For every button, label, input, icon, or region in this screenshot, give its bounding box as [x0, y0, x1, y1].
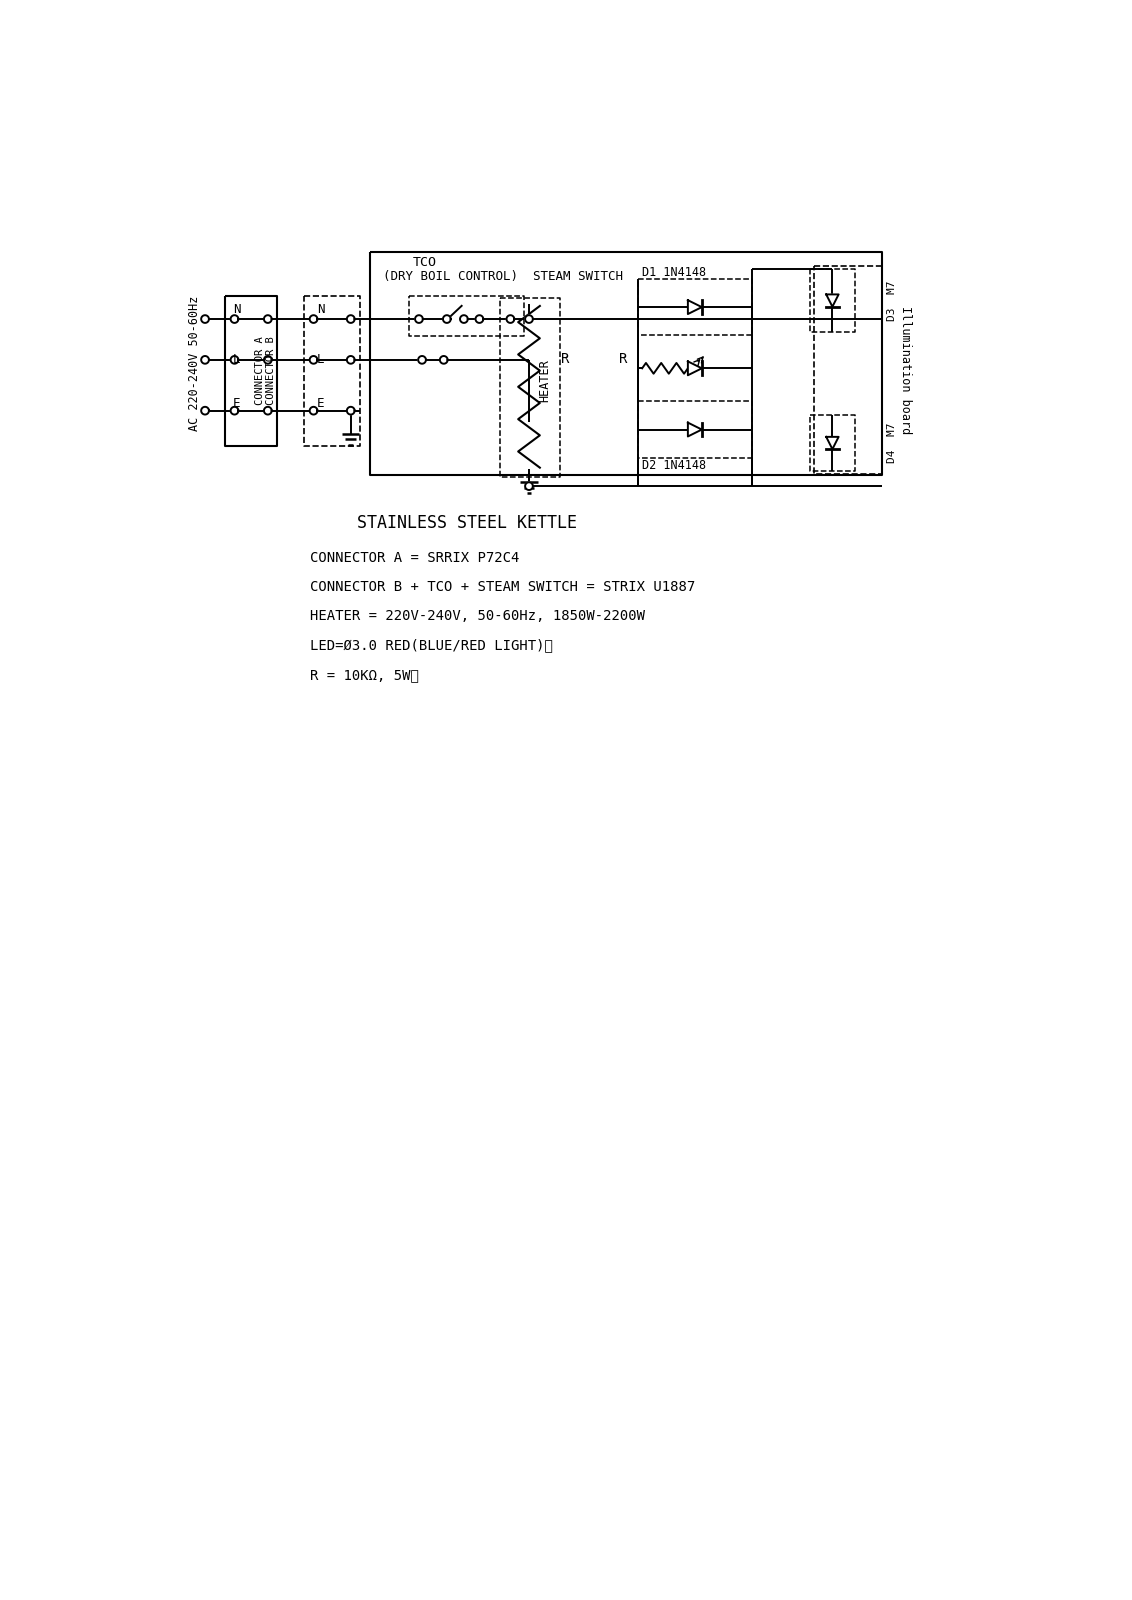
Text: L: L [233, 354, 241, 366]
Text: E: E [233, 397, 241, 410]
Polygon shape [201, 357, 209, 363]
Polygon shape [310, 315, 317, 323]
Polygon shape [346, 315, 354, 323]
Polygon shape [201, 406, 209, 414]
Polygon shape [346, 357, 354, 363]
Polygon shape [231, 406, 239, 414]
Polygon shape [418, 357, 426, 363]
Text: CONNECTOR A: CONNECTOR A [255, 336, 265, 405]
Polygon shape [525, 482, 533, 490]
Text: L: L [317, 354, 324, 366]
Text: HEATER: HEATER [538, 360, 551, 402]
Text: LED=Ø3.0 RED(BLUE/RED LIGHT)；: LED=Ø3.0 RED(BLUE/RED LIGHT)； [310, 638, 554, 653]
Text: STAINLESS STEEL KETTLE: STAINLESS STEEL KETTLE [357, 514, 577, 533]
Polygon shape [688, 362, 702, 376]
Polygon shape [475, 315, 483, 323]
Polygon shape [525, 315, 533, 323]
Text: CONNECTOR A = SRRIX P72C4: CONNECTOR A = SRRIX P72C4 [310, 550, 520, 565]
Polygon shape [826, 437, 839, 450]
Polygon shape [415, 315, 423, 323]
Polygon shape [443, 315, 451, 323]
Polygon shape [826, 294, 839, 307]
Text: D4  M7: D4 M7 [886, 422, 897, 464]
Text: N: N [233, 302, 241, 315]
Polygon shape [264, 315, 272, 323]
Text: N: N [317, 302, 324, 315]
Text: R = 10KΩ, 5W；: R = 10KΩ, 5W； [310, 667, 419, 682]
Text: AC 220-240V 50-60Hz: AC 220-240V 50-60Hz [188, 296, 200, 430]
Text: Illumination board: Illumination board [899, 306, 912, 434]
Text: D1 1N4148: D1 1N4148 [642, 266, 706, 280]
Text: R: R [561, 352, 569, 366]
Polygon shape [688, 422, 702, 437]
Polygon shape [506, 315, 514, 323]
Polygon shape [264, 406, 272, 414]
Text: CONNECTOR B + TCO + STEAM SWITCH = STRIX U1887: CONNECTOR B + TCO + STEAM SWITCH = STRIX… [310, 581, 696, 594]
Polygon shape [231, 315, 239, 323]
Polygon shape [310, 406, 317, 414]
Polygon shape [688, 301, 702, 314]
Text: TCO: TCO [413, 256, 437, 269]
Text: E: E [317, 397, 324, 410]
Text: CONNECTOR B: CONNECTOR B [266, 336, 276, 405]
Text: HEATER = 220V-240V, 50-60Hz, 1850W-2200W: HEATER = 220V-240V, 50-60Hz, 1850W-2200W [310, 610, 645, 624]
Text: R: R [618, 352, 627, 366]
Polygon shape [231, 357, 239, 363]
Polygon shape [201, 315, 209, 323]
Polygon shape [460, 315, 468, 323]
Polygon shape [264, 357, 272, 363]
Text: D3  M7: D3 M7 [886, 280, 897, 322]
Text: D2 1N4148: D2 1N4148 [642, 459, 706, 472]
Polygon shape [440, 357, 447, 363]
Polygon shape [346, 406, 354, 414]
Text: (DRY BOIL CONTROL)  STEAM SWITCH: (DRY BOIL CONTROL) STEAM SWITCH [384, 270, 624, 283]
Polygon shape [310, 357, 317, 363]
